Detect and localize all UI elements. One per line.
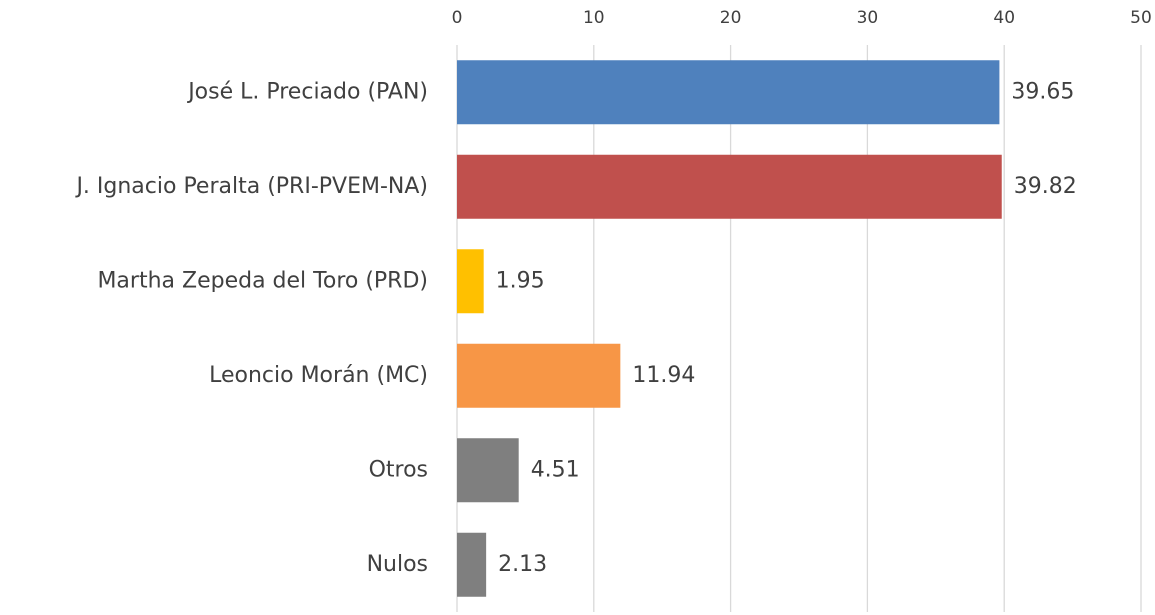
data-label: 1.95 bbox=[496, 268, 545, 293]
data-label: 2.13 bbox=[498, 552, 547, 577]
x-tick-label: 40 bbox=[993, 8, 1015, 28]
x-tick-label: 10 bbox=[583, 8, 605, 28]
x-tick-label: 0 bbox=[452, 8, 463, 28]
bar bbox=[457, 438, 519, 503]
y-tick-label: José L. Preciado (PAN) bbox=[186, 79, 428, 104]
data-label: 4.51 bbox=[531, 457, 580, 482]
x-tick-label: 20 bbox=[720, 8, 742, 28]
y-tick-label: Nulos bbox=[367, 552, 428, 577]
data-label: 39.65 bbox=[1011, 79, 1074, 104]
y-tick-label: Martha Zepeda del Toro (PRD) bbox=[97, 268, 428, 293]
x-tick-label: 30 bbox=[857, 8, 879, 28]
x-tick-label: 50 bbox=[1130, 8, 1152, 28]
data-label: 11.94 bbox=[632, 363, 695, 388]
bar bbox=[457, 60, 1000, 125]
y-tick-label: Otros bbox=[369, 457, 428, 482]
bar bbox=[457, 532, 487, 597]
bar bbox=[457, 343, 621, 408]
bar bbox=[457, 249, 484, 314]
y-tick-label: Leoncio Morán (MC) bbox=[209, 363, 428, 388]
bar bbox=[457, 154, 1002, 219]
y-tick-label: J. Ignacio Peralta (PRI-PVEM-NA) bbox=[74, 174, 428, 199]
data-label: 39.82 bbox=[1014, 174, 1077, 199]
